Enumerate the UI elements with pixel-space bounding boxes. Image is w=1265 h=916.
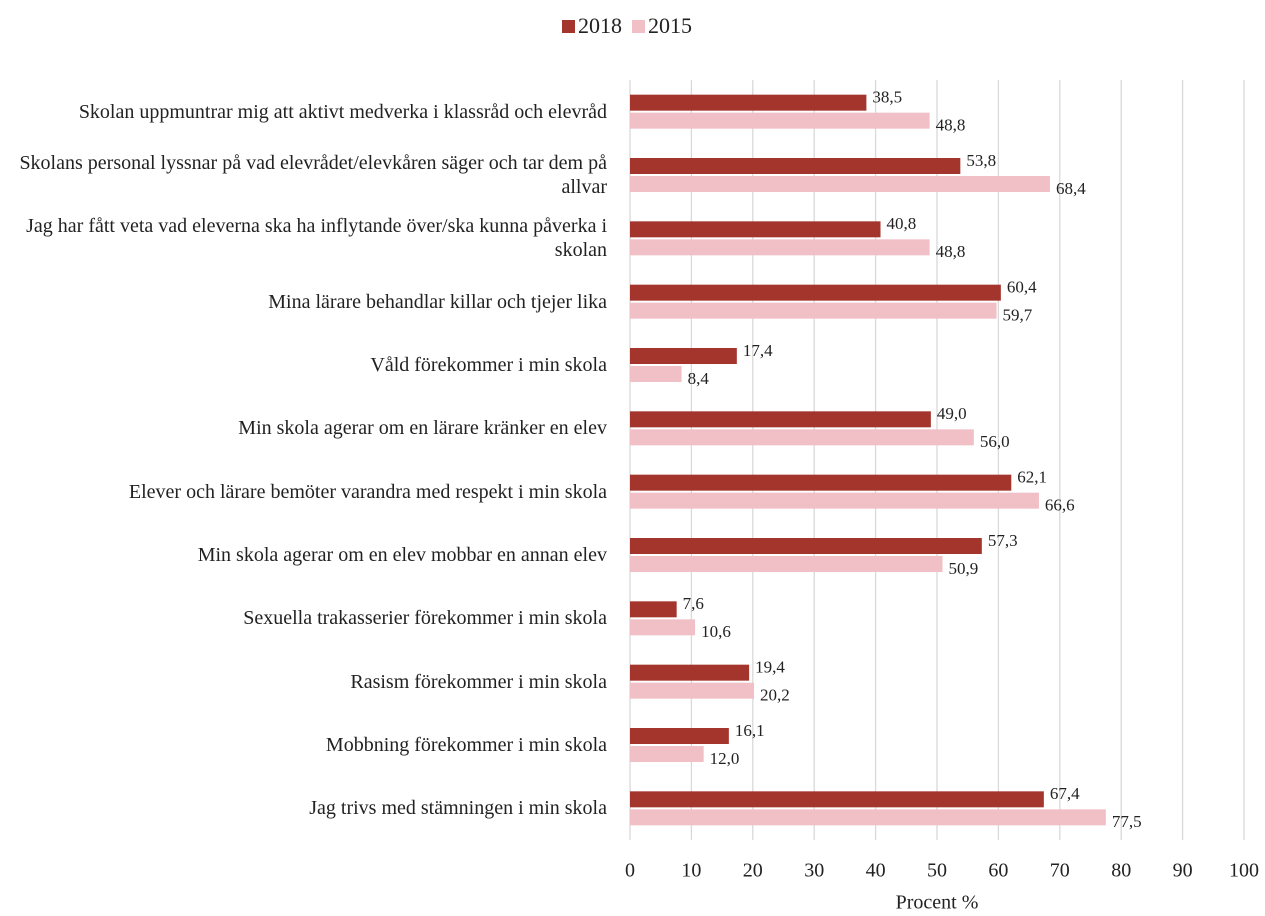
- y-tick-label: Rasism förekommer i min skola: [350, 670, 607, 693]
- value-label: 8,4: [688, 369, 710, 388]
- y-tick-label: Våld förekommer i min skola: [370, 354, 607, 376]
- value-label: 17,4: [743, 341, 773, 360]
- value-label: 20,2: [760, 686, 790, 705]
- x-tick-label: 30: [804, 860, 824, 882]
- value-label: 56,0: [980, 432, 1010, 451]
- value-label: 66,6: [1045, 496, 1075, 515]
- value-label: 67,4: [1050, 784, 1080, 803]
- y-tick-label: Mobbning förekommer i min skola: [325, 734, 607, 756]
- value-label: 50,9: [949, 559, 979, 578]
- bar: [630, 366, 682, 382]
- y-tick-label: Skolan uppmuntrar mig att aktivt medverk…: [78, 100, 607, 123]
- bar: [630, 302, 997, 319]
- x-tick-label: 40: [866, 860, 886, 882]
- bar: [630, 619, 696, 636]
- bar: [630, 411, 931, 428]
- legend-swatch: [562, 20, 575, 33]
- value-label: 38,5: [872, 88, 902, 107]
- bar: [630, 429, 974, 446]
- y-tick-label: Jag har fått veta vad eleverna ska ha in…: [26, 215, 607, 262]
- bar: [630, 221, 881, 238]
- bar: [630, 728, 729, 744]
- value-label: 57,3: [988, 531, 1018, 550]
- bar: [630, 791, 1044, 808]
- bar: [630, 239, 930, 256]
- bar: [630, 94, 867, 111]
- bar: [630, 556, 943, 572]
- value-label: 49,0: [937, 404, 967, 423]
- value-label: 7,6: [683, 594, 704, 613]
- value-label: 40,8: [887, 214, 917, 233]
- value-label: 48,8: [936, 242, 966, 261]
- value-label: 62,1: [1017, 468, 1047, 487]
- x-tick-label: 80: [1111, 860, 1131, 882]
- x-tick-label: 20: [743, 860, 763, 882]
- bar: [630, 746, 704, 762]
- bar: [630, 492, 1039, 509]
- x-tick-label: 60: [988, 860, 1008, 882]
- value-label: 59,7: [1003, 306, 1033, 325]
- legend-swatch: [632, 20, 645, 33]
- value-label: 16,1: [735, 721, 765, 740]
- value-label: 77,5: [1112, 812, 1142, 831]
- bar: [630, 538, 982, 554]
- legend-label: 2018: [578, 13, 622, 38]
- x-tick-label: 90: [1173, 860, 1193, 882]
- x-axis-label: Procent %: [896, 892, 979, 914]
- bar: [630, 176, 1050, 192]
- bar: [630, 474, 1012, 491]
- x-tick-label: 10: [681, 860, 701, 882]
- bar: [630, 809, 1106, 826]
- y-tick-label: Min skola agerar om en elev mobbar en an…: [197, 544, 607, 566]
- y-tick-label: Mina lärare behandlar killar och tjejer …: [268, 290, 607, 313]
- x-tick-label: 50: [927, 860, 947, 882]
- y-tick-label: Jag trivs med stämningen i min skola: [309, 797, 607, 820]
- bar: [630, 682, 755, 699]
- x-tick-label: 70: [1050, 860, 1070, 882]
- value-label: 12,0: [710, 749, 740, 768]
- value-label: 19,4: [755, 658, 785, 677]
- bar: [630, 664, 750, 681]
- bar: [630, 158, 961, 174]
- bar: [630, 348, 737, 364]
- value-label: 68,4: [1056, 179, 1086, 198]
- value-label: 48,8: [936, 116, 966, 135]
- value-label: 53,8: [966, 151, 996, 170]
- x-tick-label: 100: [1229, 860, 1259, 882]
- y-tick-label: Elever och lärare bemöter varandra med r…: [128, 480, 607, 503]
- bar: [630, 112, 930, 129]
- value-label: 10,6: [701, 622, 731, 641]
- legend-label: 2015: [648, 13, 692, 38]
- bar: [630, 601, 677, 618]
- x-tick-label: 0: [625, 860, 635, 882]
- value-label: 60,4: [1007, 278, 1037, 297]
- y-tick-label: Sexuella trakasserier förekommer i min s…: [243, 607, 607, 630]
- y-tick-label: Min skola agerar om en lärare kränker en…: [238, 417, 607, 440]
- bar: [630, 284, 1001, 301]
- y-tick-label: Skolans personal lyssnar på vad elevråde…: [19, 152, 607, 198]
